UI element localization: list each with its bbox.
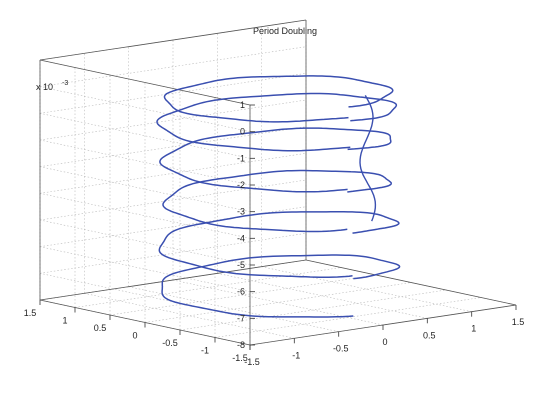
floor-gridline [179,289,447,331]
axes-box [39,19,517,346]
z-tick-label: 0 [240,127,245,137]
data-curve-layer [156,75,401,318]
helix-loop [159,127,392,193]
axes-box-edge [39,59,251,106]
z-tick-label: -1 [237,153,245,163]
helix-loop [161,254,401,318]
y-tick-label: 1.5 [24,308,37,318]
y-tick-label: 0 [132,331,137,341]
x-tick-label: -0.5 [333,344,349,354]
floor-gridline [74,267,342,308]
backwall-gridline [39,46,307,87]
axes-box-edge [305,259,517,306]
chart-title: Period Doubling [253,26,317,36]
z-tick-label: -7 [237,313,245,323]
z-tick-label: -2 [237,180,245,190]
sidewall-gridline [39,246,251,292]
tick-labels-layer: 1 0 -1 -2 -3 -4 -5 -6 -7 -8 -1.5 -1 -0.5 0 0.5 1 1.5 -1.5… [24,100,525,367]
helix-loop [156,92,398,152]
x-tick-label: 0 [382,337,387,347]
x-tick-label: 1 [471,324,476,334]
backwall-gridline [39,126,307,167]
y-tick-label: -0.5 [162,338,178,348]
sidewall-gridline [39,219,251,266]
sidewall-gridline [39,86,251,132]
floor-gridline [84,293,295,339]
z-exponent-power: -3 [62,80,68,87]
x-tick-label: 1.5 [512,317,525,327]
backwall-gridline [39,153,307,194]
floor-gridline [214,297,482,338]
backwall-gridline [39,233,307,274]
backwall-gridline [39,99,307,141]
backwall-gridline [39,179,307,221]
x-tick-label: -1 [292,350,300,360]
y-tick-label: 1 [62,316,67,326]
z-tick-label: -5 [237,260,245,270]
helix-connector-strand [359,95,377,222]
helix-loop [162,169,392,233]
helix-loop [163,75,394,123]
z-tick-label: -8 [237,340,245,350]
z-tick-label: 1 [240,100,245,110]
z-tick-label: -4 [237,233,245,243]
y-tick-label: 0.5 [94,323,107,333]
sidewall-gridline [39,113,251,159]
axes-box-edge [39,19,307,61]
y-tick-label: -1.5 [232,353,248,363]
x-tick-label: 0.5 [423,330,436,340]
axes-box-edge [39,259,307,301]
y-tick-label: -1 [201,346,209,356]
floor-gridline [109,274,377,316]
sidewall-gridline [39,193,251,239]
floor-gridline [128,286,339,332]
z-exponent-label: x 10 [36,82,53,92]
sidewall-gridline [39,139,251,186]
backwall-gridline [39,73,307,114]
grid-layer [39,19,517,346]
sidewall-gridline [39,166,251,212]
z-tick-label: -3 [237,207,245,217]
x-tick-label: -1.5 [244,357,260,367]
z-tick-label: -6 [237,287,245,297]
floor-gridline [144,282,412,323]
